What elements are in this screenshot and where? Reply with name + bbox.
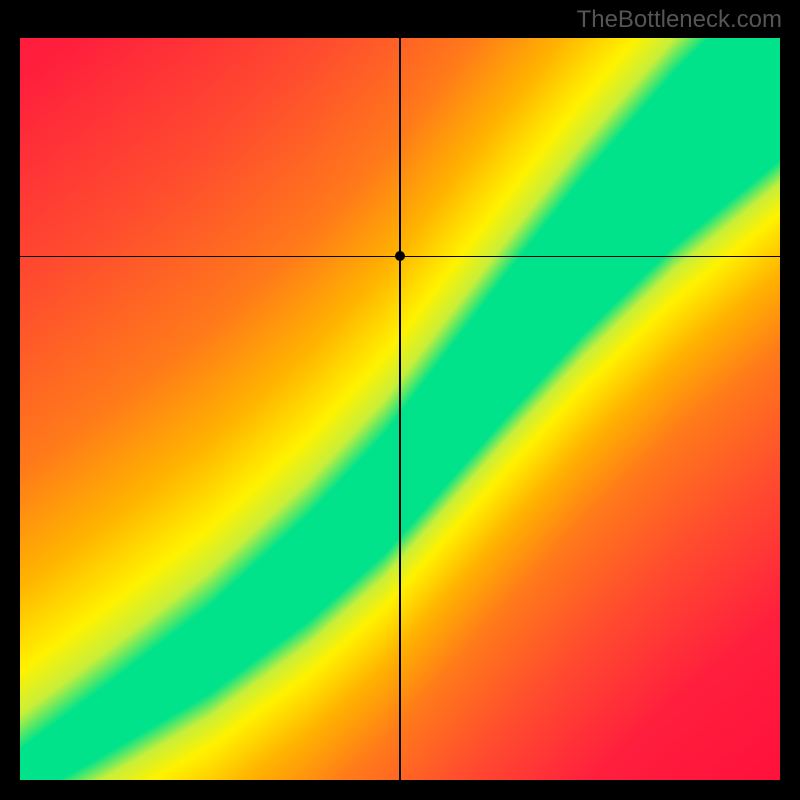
watermark-text: TheBottleneck.com [577,6,782,34]
crosshair-vertical [399,38,400,780]
chart-container: { "watermark": { "text": "TheBottleneck.… [0,0,800,800]
